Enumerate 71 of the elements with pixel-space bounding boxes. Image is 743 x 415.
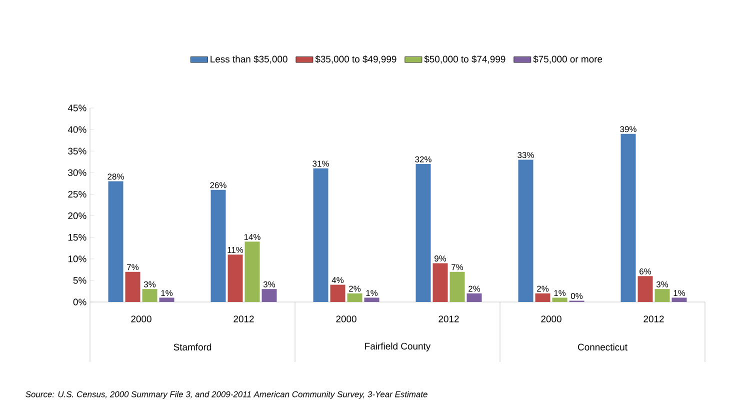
bar xyxy=(620,134,636,302)
data-label: 4% xyxy=(332,277,344,284)
y-tick-label: 10% xyxy=(68,256,86,262)
y-tick-label: 35% xyxy=(68,148,86,154)
data-label: 6% xyxy=(640,268,652,274)
bar xyxy=(416,164,431,302)
data-label: 11% xyxy=(228,246,244,253)
y-tick-label: 0% xyxy=(73,298,86,306)
bar xyxy=(347,293,362,302)
legend-label: Less than $35,000 xyxy=(210,55,288,64)
data-label: 2% xyxy=(537,286,549,292)
data-label: 1% xyxy=(554,290,566,296)
bar xyxy=(108,181,124,302)
bar xyxy=(535,293,550,302)
bar xyxy=(244,242,260,302)
bar xyxy=(672,298,687,302)
legend-label: $35,000 to $49,999 xyxy=(315,55,396,64)
bar xyxy=(330,284,346,302)
bar xyxy=(518,160,534,302)
x-tick-label: 2000 xyxy=(541,316,562,322)
data-label: 2% xyxy=(349,286,361,292)
y-tick-label: 40% xyxy=(68,126,86,133)
x-tick-label: 2000 xyxy=(336,316,356,322)
bar xyxy=(638,276,653,302)
bar xyxy=(228,254,243,302)
bar xyxy=(654,289,670,302)
text: Fairfield County xyxy=(365,342,431,352)
data-label: 3% xyxy=(656,281,668,288)
bar xyxy=(466,293,482,302)
text: Stamford xyxy=(174,344,212,350)
bar xyxy=(210,190,226,302)
bar xyxy=(125,272,140,302)
x-tick-label: 2012 xyxy=(234,316,254,322)
data-label: 2% xyxy=(468,286,480,292)
data-label: 3% xyxy=(263,281,276,288)
y-tick-label: 5% xyxy=(73,277,86,284)
bar xyxy=(552,298,568,302)
bar xyxy=(159,298,174,302)
bar xyxy=(432,263,448,302)
data-label: 39% xyxy=(620,126,636,132)
legend-label: $50,000 to $74,999 xyxy=(424,55,506,64)
data-label: 33% xyxy=(518,152,534,158)
bar xyxy=(313,168,328,302)
data-label: 31% xyxy=(312,160,329,167)
bar xyxy=(262,289,277,302)
y-tick-label: 15% xyxy=(68,234,86,241)
data-label: 32% xyxy=(415,156,432,162)
data-label: 3% xyxy=(144,281,156,288)
data-label: 26% xyxy=(210,182,226,188)
bar xyxy=(450,272,465,302)
x-tick-label: 2012 xyxy=(644,316,664,322)
data-label: 1% xyxy=(161,290,173,296)
data-label: 0% xyxy=(570,293,583,300)
y-tick-label: 45% xyxy=(68,104,86,112)
y-tick-label: 25% xyxy=(68,190,86,198)
x-tick-label: 2000 xyxy=(131,316,152,322)
data-label: 1% xyxy=(366,290,378,296)
data-label: 7% xyxy=(127,264,139,270)
legend-label: $75,000 or more xyxy=(533,55,602,64)
data-label: 28% xyxy=(108,174,124,180)
data-label: 7% xyxy=(452,264,464,270)
data-label: 1% xyxy=(674,290,686,296)
y-tick-label: 20% xyxy=(68,212,86,220)
y-tick-label: 30% xyxy=(68,169,86,176)
data-label: 14% xyxy=(244,234,260,240)
data-label: 9% xyxy=(434,256,446,262)
bar xyxy=(142,289,158,302)
bar xyxy=(364,298,380,302)
text: Source: U.S. Census, 2000 Summary File 3, and 2009-2011 American Community Survey, 3-Year Estimate xyxy=(26,391,428,399)
text: Connecticut xyxy=(578,344,628,350)
x-tick-label: 2012 xyxy=(438,316,459,322)
